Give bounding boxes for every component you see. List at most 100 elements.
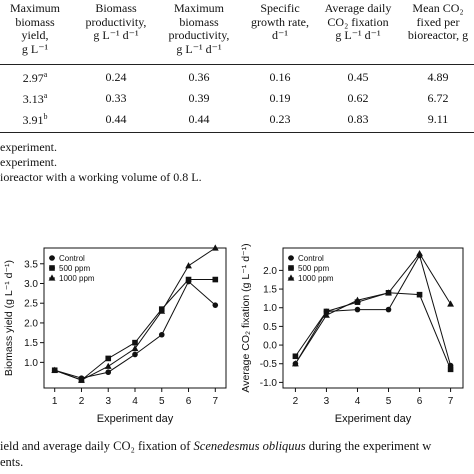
legend-marker: [287, 274, 295, 281]
cell-value: 2.97: [22, 71, 44, 85]
y-tick-label: 3.5: [24, 259, 38, 270]
legend-marker: [288, 255, 294, 261]
cell-sup: a: [43, 91, 48, 100]
header-line: productivity,: [85, 14, 147, 29]
x-tick-label: 6: [417, 396, 423, 407]
header-line: bioreactor, g: [407, 28, 469, 42]
header-line: productivity,: [168, 28, 230, 42]
table-note: experiment.: [0, 140, 57, 154]
data-point: [212, 276, 219, 283]
header-col-4: Specific growth rate, d⁻¹: [248, 1, 312, 43]
y-tick-label: 1.0: [263, 303, 277, 314]
y-axis-label: Biomass yield (g L⁻¹ d⁻¹): [3, 260, 15, 376]
header-line: biomass: [15, 14, 55, 29]
y-axis-label: Average CO₂ fixation (g L⁻¹ d⁻¹): [240, 243, 252, 392]
series-line: [294, 254, 452, 366]
data-point: [354, 306, 361, 313]
data-point: [447, 300, 454, 307]
data-point: [292, 360, 299, 367]
data-point: [416, 250, 423, 257]
data-point: [105, 355, 112, 362]
header-line: growth rate,: [251, 14, 309, 29]
data-point: [292, 353, 299, 360]
header-col-1: Maximum biomass yield, g L⁻¹: [2, 1, 68, 56]
x-axis-label: Experiment day: [97, 413, 174, 425]
header-line: biomass: [179, 14, 219, 29]
legend-box: [47, 251, 97, 285]
data-point: [385, 306, 392, 313]
x-tick-label: 4: [355, 396, 361, 407]
series-line: [294, 252, 452, 365]
series-line: [54, 279, 216, 381]
table-cell: 0.23: [269, 112, 291, 126]
table-cell: 4.89: [427, 70, 449, 84]
data-point: [104, 362, 112, 369]
plot-frame: [282, 247, 464, 389]
y-tick-label: -0.5: [260, 359, 278, 370]
legend-label: 500 ppm: [298, 264, 329, 273]
x-tick-label: 3: [324, 396, 330, 407]
header-line: Biomass: [95, 1, 137, 15]
table-cell: 0.16: [269, 70, 291, 84]
cell-sup: b: [43, 112, 48, 121]
co2-fixation-chart: -1.0 -0.5 0.0 0.5 1.0 1.5 2.0 2 3 4 5 6 7 Experiment …: [240, 243, 464, 425]
x-tick-label: 7: [213, 396, 219, 407]
header-line: Specific: [260, 1, 300, 15]
header-col-3: Maximum biomass productivity, g L⁻¹ d⁻¹: [160, 1, 238, 56]
series-1000-ppm: [292, 250, 454, 367]
y-tick-label: 1.5: [263, 285, 277, 296]
x-tick-label: 6: [186, 396, 192, 407]
series-500-ppm: [51, 276, 219, 383]
header-line: Maximum: [10, 1, 60, 15]
table-cell: 3.13a: [2, 91, 68, 107]
x-tick-label: 2: [79, 396, 85, 407]
header-col-5: Average daily CO₂ fixation g L⁻¹ d⁻¹: [318, 1, 398, 43]
series-1000-ppm: [51, 244, 219, 383]
data-point: [132, 351, 138, 358]
legend-label: 1000 ppm: [59, 274, 95, 283]
header-line: g L⁻¹ d⁻¹: [176, 41, 222, 56]
header-line: fixed per: [416, 14, 460, 29]
legend-label: 500 ppm: [59, 264, 90, 273]
header-line: yield,: [21, 28, 49, 42]
header-col-6: Mean CO₂ fixed per bioreactor, g: [402, 2, 474, 43]
caption-line-2: ents.: [0, 455, 24, 469]
y-tick-label: 1.0: [24, 358, 38, 369]
y-tick-label: 1.5: [24, 338, 38, 349]
table-cell: 0.44: [188, 112, 210, 126]
y-tick-label: 0.0: [263, 341, 277, 352]
legend-box: [286, 251, 336, 285]
x-tick-label: 7: [448, 396, 454, 407]
table-cell: 0.62: [347, 91, 369, 105]
caption-text: ield and average daily CO₂ fixation of: [0, 439, 194, 453]
x-tick-label: 1: [52, 396, 58, 407]
legend-label: Control: [298, 254, 324, 263]
table-cell: 0.19: [269, 91, 291, 105]
x-tick-label: 4: [132, 396, 138, 407]
header-line: Maximum: [174, 1, 224, 15]
legend-marker: [48, 274, 56, 281]
data-point: [211, 244, 219, 251]
table-note: experiment.: [0, 155, 57, 169]
data-point: [416, 291, 423, 298]
table-rule: [0, 64, 474, 65]
header-col-2: Biomass productivity, g L⁻¹ d⁻¹: [80, 1, 152, 43]
data-point: [212, 302, 219, 308]
y-tick-label: 2.0: [24, 318, 38, 329]
data-point: [323, 311, 330, 318]
data-point: [185, 276, 192, 283]
data-point: [51, 366, 59, 373]
series-control: [51, 278, 219, 381]
data-point: [354, 296, 361, 303]
legend-label: 1000 ppm: [298, 274, 334, 283]
series-line: [54, 280, 216, 379]
table-rule: [0, 132, 474, 133]
legend-label: Control: [59, 254, 85, 263]
table-cell: 0.36: [188, 70, 210, 84]
data-point: [158, 307, 166, 314]
cell-sup: a: [43, 70, 48, 79]
header-line: Mean CO₂: [412, 2, 464, 15]
table-cell: 2.97a: [2, 70, 68, 86]
y-tick-label: 0.5: [263, 322, 277, 333]
y-tick-label: 2.5: [24, 299, 38, 310]
